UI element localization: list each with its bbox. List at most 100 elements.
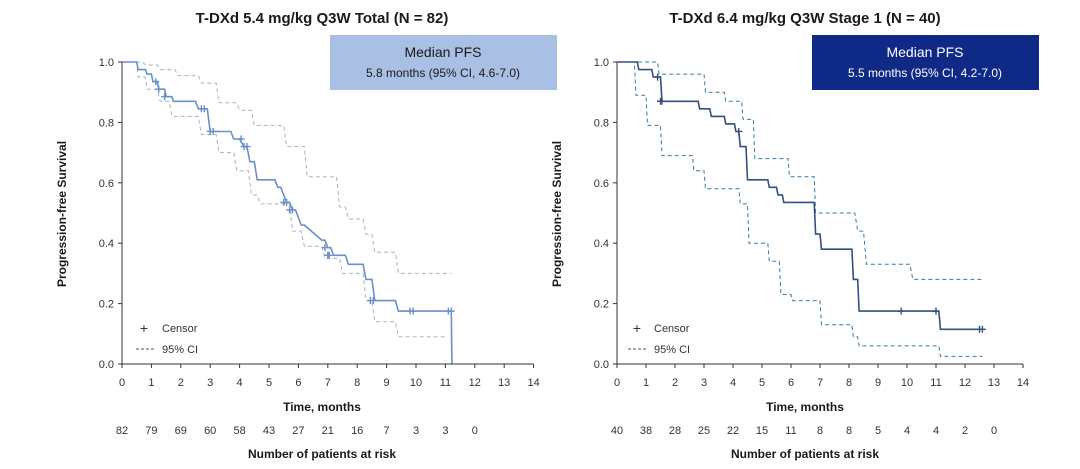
panel-2-x-ticks: 0 1 2 3 4 5 6 7 8 9 10 11 12 13 14 <box>614 364 1029 389</box>
panel-2-legend-censor-label: Censor <box>654 323 690 335</box>
panel-1-risk-label: Number of patients at risk <box>248 447 396 461</box>
panel-1-risk-count: 21 <box>322 425 334 437</box>
panel-1-censor-marks <box>152 78 455 315</box>
panel-2-risk-count: 40 <box>611 425 623 437</box>
panel-1-x-ticks: 0 1 2 3 4 5 6 7 8 9 10 11 12 13 14 <box>119 364 540 389</box>
panel-1-censor-mark <box>321 244 329 252</box>
panel-1-x-axis-label: Time, months <box>283 400 361 414</box>
panel-2-title: T-DXd 6.4 mg/kg Q3W Stage 1 (N = 40) <box>669 10 940 27</box>
panel-1-risk-count: 3 <box>413 425 419 437</box>
panel-1-x-tick-label: 10 <box>410 377 422 389</box>
panel-1-ci-lines <box>122 61 452 338</box>
panel-1-legend: + Censor 95% CI <box>136 320 198 356</box>
panel-1-x-tick-label: 11 <box>440 377 451 389</box>
panel-1-x-tick-label: 9 <box>384 377 390 389</box>
panel-1-risk-count: 79 <box>145 425 157 437</box>
panel-1-x-tick-label: 4 <box>237 377 243 389</box>
panel-2-censor-marks <box>654 73 986 333</box>
panel-1-risk-count: 27 <box>292 425 304 437</box>
panel-2-x-tick-label: 3 <box>701 377 707 389</box>
panel-1-legend-ci-label: 95% CI <box>162 344 198 356</box>
panel-1-risk-count: 0 <box>472 425 478 437</box>
panel-2-risk-label: Number of patients at risk <box>731 447 879 461</box>
panel-1-y-tick-label: 1.0 <box>99 57 114 69</box>
panel-2-risk-count: 15 <box>756 425 768 437</box>
panel-1-axes <box>121 62 534 365</box>
panel-2-x-tick-label: 12 <box>959 377 971 389</box>
panel-1-km-line <box>122 61 453 365</box>
panel-1-legend-censor-symbol: + <box>140 320 148 336</box>
panel-2-legend: + Censor 95% CI <box>628 320 690 356</box>
panel-2-y-axis-label: Progression-free Survival <box>550 141 564 287</box>
panel-2-risk-count: 4 <box>933 425 939 437</box>
panel-1-title: T-DXd 5.4 mg/kg Q3W Total (N = 82) <box>196 10 449 27</box>
panel-2-censor-mark <box>658 97 666 105</box>
panel-2-ci-lines <box>617 61 983 357</box>
panel-2-y-tick-label: 0.4 <box>594 238 609 250</box>
panel-2-x-tick-label: 8 <box>846 377 852 389</box>
panel-2: T-DXd 6.4 mg/kg Q3W Stage 1 (N = 40) Pro… <box>550 10 1039 461</box>
panel-2-x-axis-label: Time, months <box>766 400 844 414</box>
panel-1-y-ticks: 0.0 0.2 0.4 0.6 0.8 1.0 <box>99 57 122 371</box>
panel-2-risk-count: 5 <box>875 425 881 437</box>
panel-1-risk-count: 43 <box>263 425 275 437</box>
panel-1-risk-count: 58 <box>233 425 245 437</box>
panel-1-x-tick-label: 7 <box>325 377 331 389</box>
panel-1-x-tick-label: 6 <box>295 377 301 389</box>
panel-2-y-tick-label: 0.6 <box>594 178 609 190</box>
panel-2-median-box <box>812 35 1039 90</box>
panel-1-x-tick-label: 14 <box>527 377 539 389</box>
panel-1-x-tick-label: 1 <box>148 377 154 389</box>
panel-1-x-tick-label: 2 <box>178 377 184 389</box>
panel-2-axes <box>616 62 1023 365</box>
panel-2-ci-lower-line <box>617 61 983 357</box>
panel-1-x-tick-label: 5 <box>266 377 272 389</box>
panel-1-median-text: 5.8 months (95% CI, 4.6-7.0) <box>366 66 520 80</box>
panel-2-median-title: Median PFS <box>886 44 963 60</box>
panel-2-censor-mark <box>932 307 940 315</box>
panel-1-censor-mark <box>243 143 251 151</box>
panel-2-y-ticks: 0.0 0.2 0.4 0.6 0.8 1.0 <box>594 57 617 371</box>
panel-1-risk-count: 16 <box>351 425 363 437</box>
panel-2-x-tick-label: 1 <box>643 377 649 389</box>
panel-2-risk-count: 25 <box>698 425 710 437</box>
panel-1-median-title: Median PFS <box>404 44 481 60</box>
panel-2-risk-count: 38 <box>640 425 652 437</box>
panel-2-x-tick-label: 14 <box>1017 377 1029 389</box>
panel-1-risk-count: 3 <box>442 425 448 437</box>
panel-2-risk-count: 22 <box>727 425 739 437</box>
panel-1-risk-count: 60 <box>204 425 216 437</box>
panel-2-risk-count: 0 <box>991 425 997 437</box>
panel-1-censor-mark <box>369 297 377 305</box>
panel-2-x-tick-label: 0 <box>614 377 620 389</box>
panel-2-risk-count: 8 <box>817 425 823 437</box>
panel-2-y-tick-label: 0.0 <box>594 359 609 371</box>
panel-2-risk-count: 28 <box>669 425 681 437</box>
panel-2-censor-mark <box>978 325 986 333</box>
panel-2-x-tick-label: 5 <box>759 377 765 389</box>
panel-1-x-tick-label: 13 <box>498 377 510 389</box>
panel-1-censor-mark <box>409 307 417 315</box>
panel-2-x-tick-label: 9 <box>875 377 881 389</box>
panel-1-censor-mark <box>237 135 245 143</box>
panel-1-x-tick-label: 0 <box>119 377 125 389</box>
panel-1-y-tick-label: 0.6 <box>99 178 114 190</box>
panel-1-censor-mark <box>200 105 208 113</box>
panel-1-x-tick-label: 3 <box>207 377 213 389</box>
panel-1-y-tick-label: 0.8 <box>99 117 114 129</box>
panel-1-ci-lower-line <box>122 61 446 338</box>
panel-2-legend-ci-label: 95% CI <box>654 344 690 356</box>
panel-2-x-tick-label: 6 <box>788 377 794 389</box>
panel-1-censor-mark <box>289 206 297 214</box>
panel-1-censor-mark <box>161 93 169 101</box>
panel-2-legend-censor-symbol: + <box>633 320 641 336</box>
panel-1-x-tick-label: 12 <box>469 377 481 389</box>
panel-1-censor-mark <box>447 307 455 315</box>
panel-2-x-tick-label: 11 <box>930 377 941 389</box>
panel-1-median-box <box>330 35 557 90</box>
panel-1-y-tick-label: 0.0 <box>99 359 114 371</box>
panel-2-x-tick-label: 2 <box>672 377 678 389</box>
panel-1-y-tick-label: 0.4 <box>99 238 114 250</box>
panel-1-km-curve <box>122 61 453 365</box>
